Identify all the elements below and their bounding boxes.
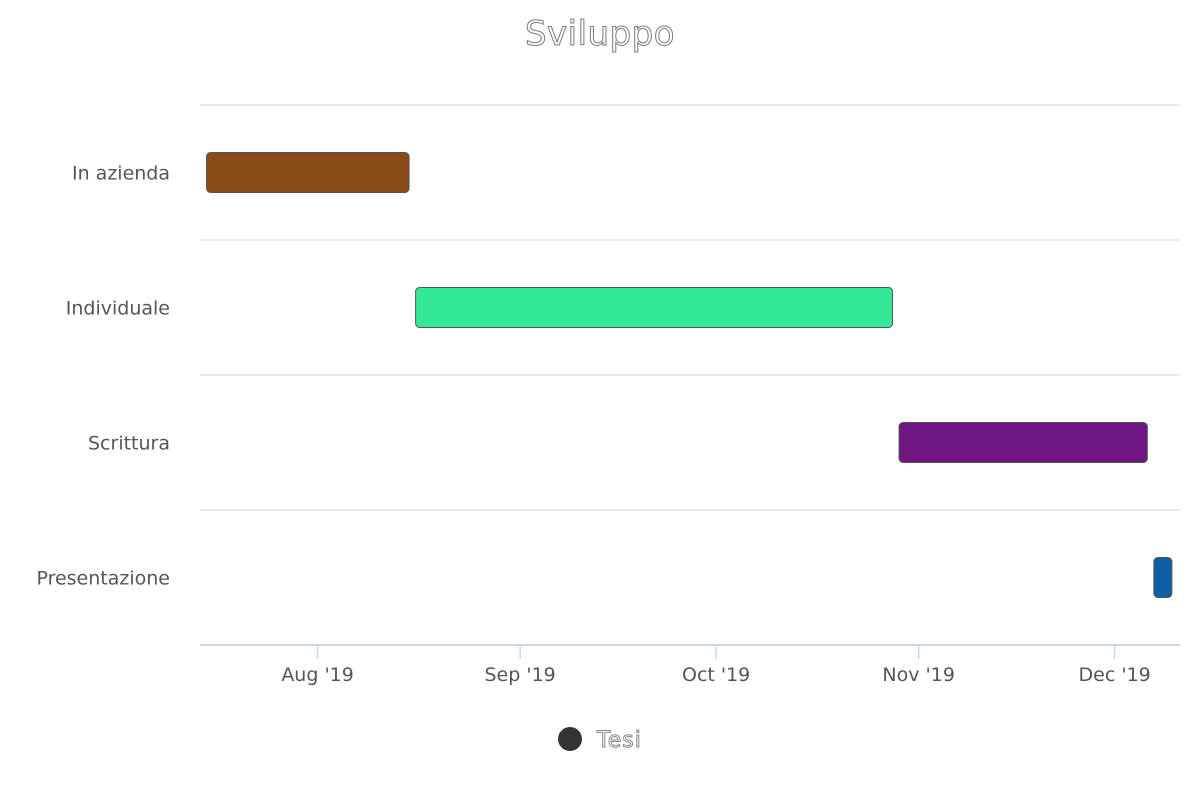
category-labels: In azienda Individuale Scrittura Presentazi…	[36, 163, 170, 590]
task-bar[interactable]	[415, 287, 894, 328]
category-label: Scrittura	[88, 433, 170, 455]
chart-title: Sviluppo	[524, 14, 676, 55]
x-tick-label: Oct '19	[682, 664, 750, 686]
x-tick-label: Nov '19	[882, 664, 955, 686]
task-bar[interactable]	[206, 152, 410, 193]
grid-lines	[200, 104, 1180, 511]
x-tick-label: Sep '19	[485, 664, 556, 686]
legend-label[interactable]: Tesi	[596, 728, 642, 754]
x-tick-label: Dec '19	[1079, 664, 1151, 686]
legend-marker[interactable]	[558, 727, 582, 751]
task-bar[interactable]	[898, 422, 1148, 463]
task-bars	[206, 152, 1173, 598]
x-tick-label: Aug '19	[281, 664, 354, 686]
task-bar[interactable]	[1153, 557, 1173, 598]
category-label: In azienda	[72, 163, 170, 185]
legend[interactable]: Tesi	[558, 727, 642, 754]
category-label: Individuale	[66, 298, 170, 320]
category-label: Presentazione	[36, 568, 170, 590]
x-axis: Aug '19 Sep '19 Oct '19 Nov '19 Dec '19	[200, 644, 1180, 686]
